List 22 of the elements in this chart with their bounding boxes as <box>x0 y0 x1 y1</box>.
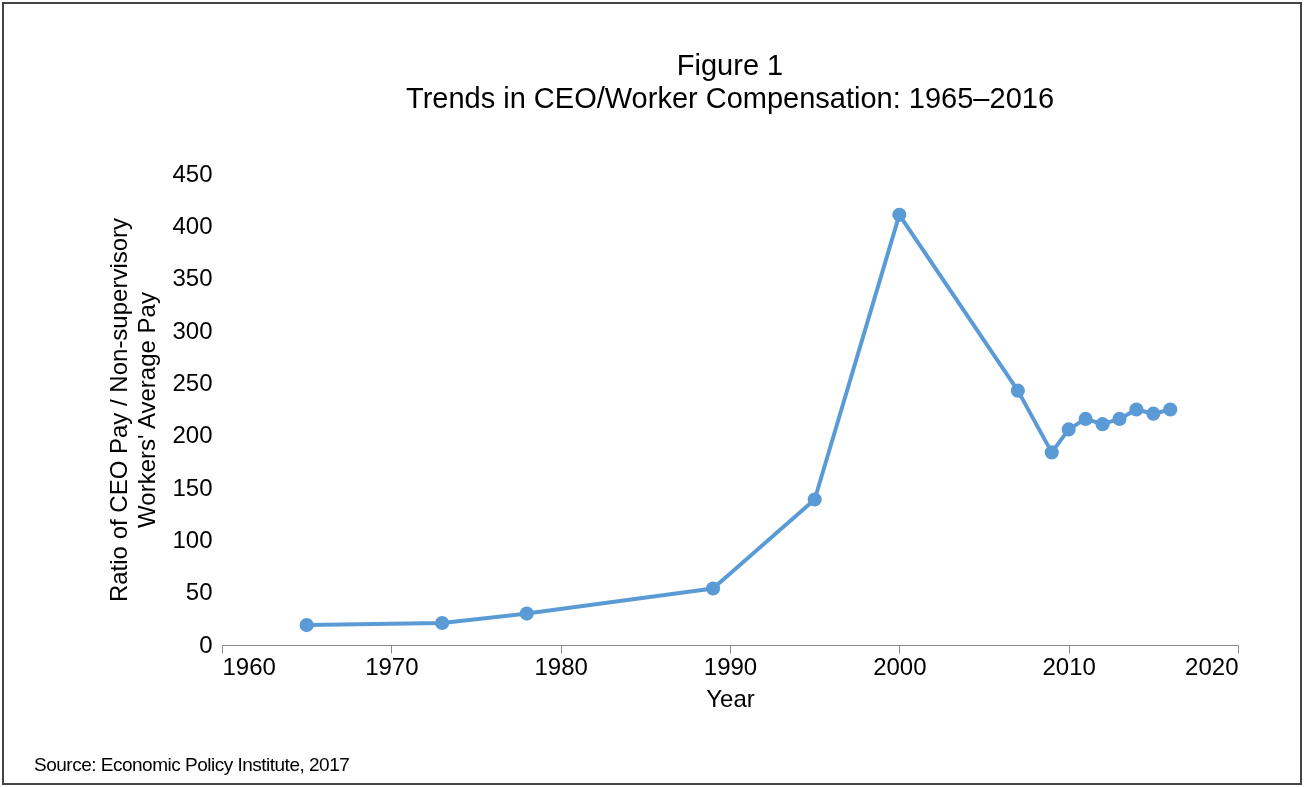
x-tick-label: 1960 <box>222 652 276 680</box>
y-tick-label: 450 <box>172 159 213 187</box>
y-tick-label: 50 <box>185 578 213 606</box>
x-tick-label: 1990 <box>703 652 758 680</box>
y-tick-label: 300 <box>172 316 213 344</box>
chart-subtitle: Trends in CEO/Worker Compensation: 1965–2016 <box>405 82 1055 114</box>
x-tick-label: 1980 <box>534 652 588 680</box>
y-tick-label: 250 <box>172 368 213 396</box>
y-tick-label: 150 <box>172 473 213 501</box>
x-tick-label: 1970 <box>365 652 419 680</box>
x-tick-label: 2020 <box>1185 652 1239 680</box>
y-tick-label: 200 <box>172 421 213 449</box>
x-axis-title: Year <box>706 684 755 712</box>
source-note: Source: Economic Policy Institute, 2017 <box>34 754 350 776</box>
y-tick-label: 100 <box>172 525 213 553</box>
y-tick-label: 350 <box>172 264 213 292</box>
x-tick-label: 2000 <box>873 652 927 680</box>
y-axis-title: Ratio of CEO Pay / Non-supervisory Workers' Average Pay <box>105 217 161 603</box>
chart-title: Figure 1 <box>676 49 784 81</box>
y-tick-label: 400 <box>172 211 213 239</box>
x-tick-label: 2010 <box>1042 652 1096 680</box>
y-tick-label: 0 <box>199 630 213 658</box>
